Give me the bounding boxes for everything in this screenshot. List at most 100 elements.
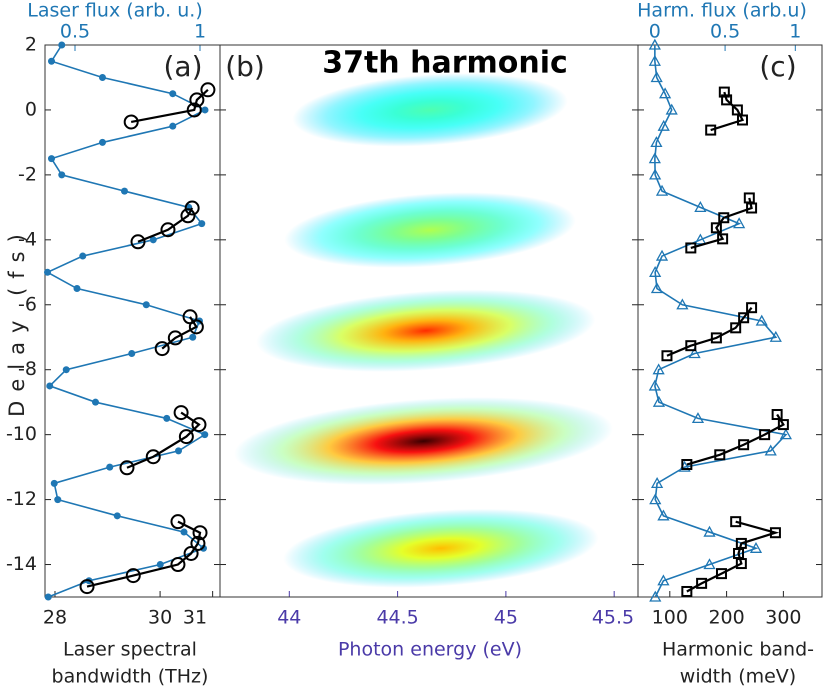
point bbox=[186, 102, 202, 118]
series-line bbox=[86, 520, 202, 588]
point bbox=[665, 103, 678, 115]
point bbox=[710, 332, 722, 344]
point bbox=[170, 514, 186, 530]
heat-blob bbox=[234, 397, 614, 486]
point bbox=[650, 282, 664, 294]
point bbox=[652, 363, 665, 375]
x-tick-label: 45 bbox=[494, 607, 518, 629]
point bbox=[694, 233, 707, 245]
point bbox=[735, 537, 747, 549]
panel-label: (b) bbox=[225, 50, 265, 83]
point bbox=[681, 459, 693, 471]
y-tick-label: 2 bbox=[25, 34, 37, 56]
y-tick-label: -14 bbox=[6, 553, 37, 575]
point bbox=[655, 249, 669, 261]
point bbox=[714, 449, 726, 461]
point bbox=[99, 138, 106, 146]
point bbox=[717, 233, 729, 245]
point bbox=[156, 561, 164, 569]
point bbox=[192, 525, 208, 541]
heat-blob bbox=[284, 192, 576, 268]
y-tick-label: -6 bbox=[18, 293, 37, 315]
point bbox=[99, 73, 106, 81]
point bbox=[771, 409, 783, 421]
point bbox=[730, 516, 742, 528]
point bbox=[659, 87, 672, 99]
point bbox=[178, 429, 194, 445]
point bbox=[189, 333, 197, 341]
point bbox=[121, 187, 128, 195]
point bbox=[655, 184, 669, 196]
point bbox=[769, 527, 781, 539]
point bbox=[113, 512, 121, 520]
series-line bbox=[137, 207, 194, 243]
x-tick-label: 28 bbox=[43, 607, 67, 629]
point bbox=[769, 330, 782, 342]
point bbox=[685, 340, 697, 352]
point bbox=[710, 222, 722, 234]
x-axis-label: bandwidth (THz) bbox=[52, 666, 209, 688]
series-line bbox=[45, 44, 207, 598]
x2-tick-label: 1 bbox=[789, 21, 801, 43]
point bbox=[163, 414, 171, 422]
point bbox=[681, 585, 693, 597]
point bbox=[106, 463, 114, 471]
x-axis-label: Harmonic band- bbox=[662, 639, 814, 661]
point bbox=[743, 192, 755, 204]
point bbox=[180, 208, 196, 224]
point bbox=[777, 419, 789, 431]
point bbox=[198, 220, 206, 228]
point bbox=[648, 379, 661, 391]
point bbox=[652, 395, 666, 407]
point bbox=[661, 350, 673, 362]
x-axis-label: Laser spectral bbox=[63, 639, 197, 661]
point bbox=[200, 82, 216, 98]
point bbox=[188, 319, 204, 335]
series-line bbox=[126, 411, 201, 469]
x-tick-label: 200 bbox=[708, 607, 744, 629]
point bbox=[650, 477, 664, 489]
point bbox=[79, 579, 95, 595]
point bbox=[650, 71, 663, 83]
point bbox=[145, 449, 161, 465]
heat-blob bbox=[283, 508, 599, 588]
x2-tick-label: 1 bbox=[194, 21, 206, 43]
point bbox=[46, 382, 54, 390]
point bbox=[160, 222, 176, 238]
y-axis-label: Delay (fs) bbox=[5, 225, 29, 417]
point bbox=[201, 106, 209, 114]
panel-label: (a) bbox=[163, 50, 202, 83]
point bbox=[189, 92, 205, 108]
point bbox=[648, 152, 661, 164]
y-tick-label: -2 bbox=[18, 163, 37, 185]
point bbox=[79, 252, 87, 260]
point bbox=[73, 285, 81, 293]
point bbox=[649, 590, 662, 602]
point bbox=[779, 428, 793, 440]
point bbox=[703, 558, 716, 570]
plot-frame bbox=[637, 44, 823, 598]
heat-blob bbox=[292, 73, 568, 147]
point bbox=[167, 330, 183, 346]
point bbox=[44, 593, 52, 601]
x2-tick-label: 0.5 bbox=[710, 21, 740, 43]
x-tick-label: 30 bbox=[148, 607, 172, 629]
x-tick-label: 100 bbox=[652, 607, 688, 629]
point bbox=[738, 439, 750, 451]
y-tick-label: -12 bbox=[6, 488, 37, 510]
chart-title: 37th harmonic bbox=[322, 46, 568, 81]
point bbox=[48, 155, 55, 163]
point bbox=[175, 447, 182, 455]
point bbox=[648, 54, 661, 66]
point bbox=[648, 38, 661, 50]
point bbox=[735, 558, 747, 570]
point bbox=[688, 347, 701, 359]
point bbox=[201, 431, 209, 439]
point bbox=[123, 114, 139, 130]
point bbox=[58, 171, 66, 179]
point bbox=[649, 168, 662, 180]
top-axis-label: Laser flux (arb. u.) bbox=[27, 0, 202, 22]
x-axis-label: Photon energy (eV) bbox=[338, 639, 522, 661]
point bbox=[128, 349, 136, 357]
